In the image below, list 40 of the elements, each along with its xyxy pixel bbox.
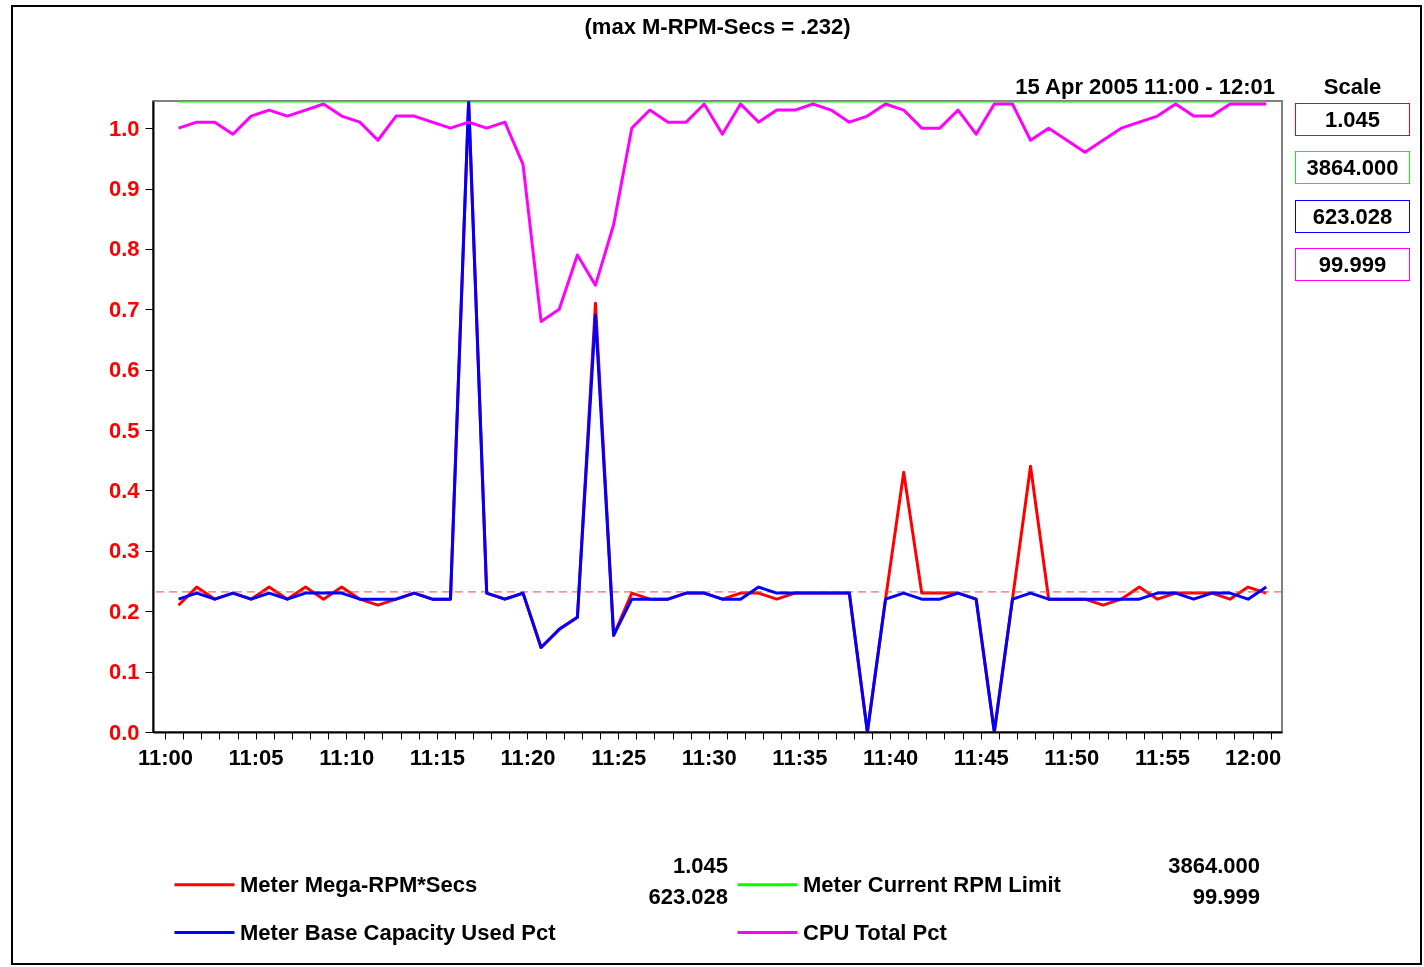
y-tick-label: 0.1 bbox=[108, 659, 140, 685]
x-tick-label: 12:00 bbox=[1224, 744, 1282, 770]
text: 3864.000 bbox=[1168, 853, 1260, 879]
y-tick-label: 0.2 bbox=[108, 598, 140, 624]
x-tick-label: 11:05 bbox=[228, 744, 284, 770]
y-tick-label: 0.5 bbox=[108, 417, 140, 443]
x-tick-label: 11:15 bbox=[409, 744, 465, 770]
scale-box: 623.028 bbox=[1295, 200, 1410, 233]
x-tick-label: 11:10 bbox=[319, 744, 375, 770]
legend-label: Meter Mega-RPM*Secs bbox=[240, 871, 478, 897]
text: 1.045 bbox=[672, 853, 728, 879]
text: 623.028 bbox=[648, 884, 728, 910]
x-tick-label: 11:25 bbox=[591, 744, 647, 770]
legend-label: CPU Total Pct bbox=[803, 919, 948, 945]
x-tick-label: 11:30 bbox=[681, 744, 737, 770]
x-tick-label: 11:50 bbox=[1044, 744, 1100, 770]
scale-box: 99.999 bbox=[1295, 248, 1410, 281]
legend-label: Meter Current RPM Limit bbox=[803, 871, 1062, 897]
x-tick-label: 11:00 bbox=[137, 744, 193, 770]
y-tick-label: 0.9 bbox=[108, 176, 140, 202]
x-tick-label: 11:20 bbox=[500, 744, 556, 770]
y-tick-label: 0.4 bbox=[108, 477, 141, 503]
scale-box: 1.045 bbox=[1295, 103, 1410, 136]
y-tick-label: 0.3 bbox=[108, 538, 140, 564]
y-tick-label: 0.7 bbox=[108, 296, 140, 322]
scale-box: 3864.000 bbox=[1295, 151, 1410, 184]
line-series bbox=[177, 102, 1268, 323]
chart-subtitle: 15 Apr 2005 11:00 - 12:01 bbox=[1015, 74, 1275, 100]
y-tick-label: 0.0 bbox=[108, 719, 140, 745]
x-tick-label: 11:40 bbox=[863, 744, 919, 770]
text: Scale bbox=[1322, 74, 1383, 100]
legend-label: Meter Base Capacity Used Pct bbox=[240, 919, 557, 945]
y-tick-label: 0.8 bbox=[108, 236, 140, 262]
x-tick-label: 11:55 bbox=[1135, 744, 1191, 770]
x-tick-label: 11:45 bbox=[953, 744, 1009, 770]
x-tick-label: 11:35 bbox=[772, 744, 828, 770]
chart-title: (max M-RPM-Secs = .232) bbox=[584, 14, 851, 39]
text: 99.999 bbox=[1192, 884, 1260, 910]
y-tick-label: 0.6 bbox=[108, 357, 140, 383]
y-tick-label: 1.0 bbox=[108, 115, 140, 141]
